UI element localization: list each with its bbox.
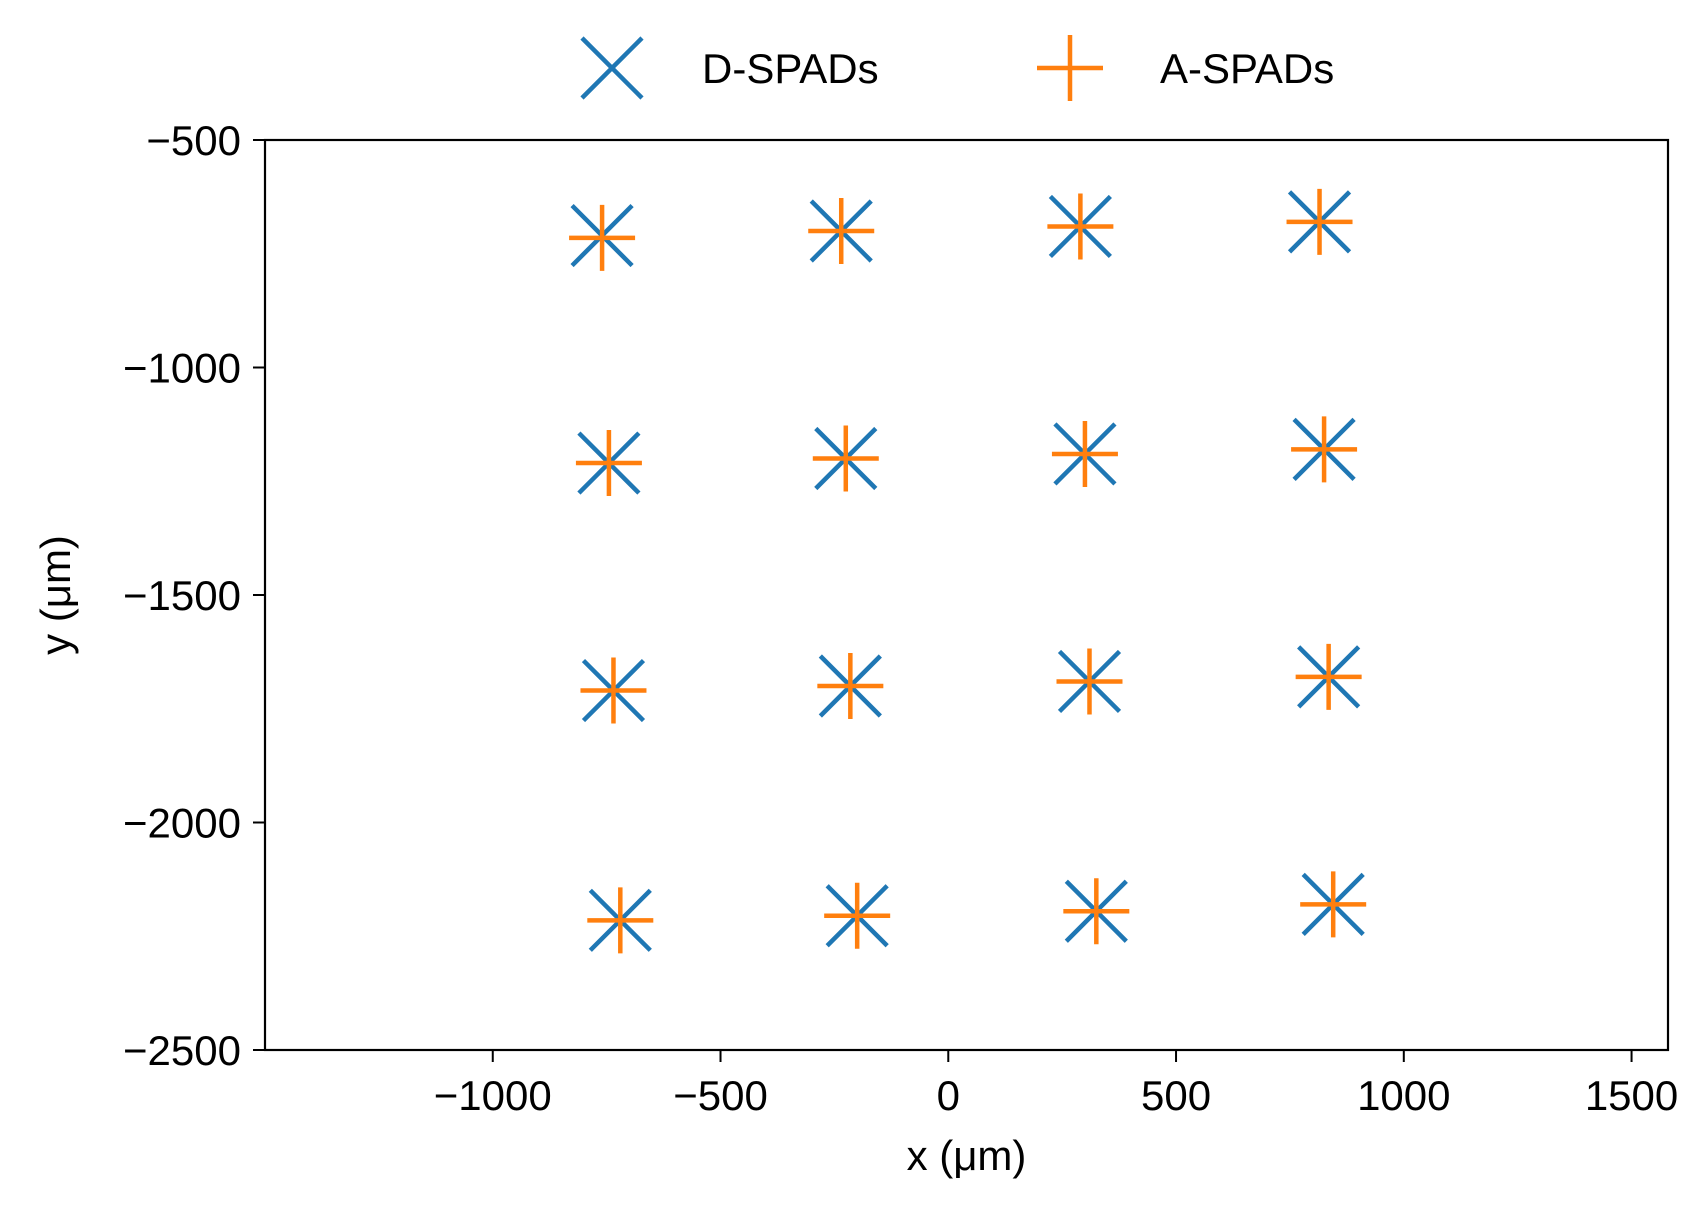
- x-tick-label: 0: [937, 1072, 960, 1119]
- data-point-plus-marker: [817, 653, 884, 719]
- data-point-plus-marker: [1291, 416, 1358, 483]
- plot-area: [263, 138, 1670, 1052]
- x-tick-label: −500: [673, 1072, 768, 1119]
- series-a-spads: [569, 188, 1367, 954]
- y-axis-label: y (μm): [32, 535, 79, 655]
- plot-frame: [263, 138, 1670, 1052]
- data-point-plus-marker: [587, 887, 654, 954]
- series-d-spads: [570, 190, 1365, 952]
- x-tick-label: 500: [1141, 1072, 1211, 1119]
- legend-label: A-SPADs: [1160, 45, 1334, 92]
- data-point-plus-marker: [812, 425, 879, 492]
- x-tick-label: −1000: [434, 1072, 552, 1119]
- data-point-plus-marker: [1047, 193, 1114, 260]
- data-point-plus-marker: [808, 198, 875, 264]
- data-point-plus-marker: [580, 657, 647, 724]
- legend-entry: A-SPADs: [1037, 35, 1334, 101]
- legend-plus-marker: [1037, 35, 1103, 101]
- x-axis-label: x (μm): [907, 1132, 1027, 1179]
- x-tick-label: 1500: [1585, 1072, 1678, 1119]
- y-tick-label: −2500: [123, 1027, 241, 1074]
- y-tick-label: −1500: [123, 572, 241, 619]
- legend-entry: D-SPADs: [580, 36, 879, 100]
- x-tick-label: 1000: [1357, 1072, 1450, 1119]
- y-tick-label: −2000: [123, 800, 241, 847]
- legend-label: D-SPADs: [702, 45, 879, 92]
- data-point-plus-marker: [569, 204, 636, 271]
- data-point-plus-marker: [1286, 188, 1353, 255]
- data-point-plus-marker: [1063, 878, 1130, 945]
- data-point-plus-marker: [1051, 420, 1118, 487]
- x-axis: −1000 −500 0 500 1000 1500: [434, 1050, 1678, 1119]
- data-point-plus-marker: [575, 430, 642, 497]
- y-axis: −500 −1000 −1500 −2000 −2500: [123, 117, 265, 1074]
- data-point-plus-marker: [824, 882, 891, 949]
- legend: D-SPADs A-SPADs: [580, 35, 1334, 101]
- data-point-plus-marker: [1056, 648, 1123, 715]
- data-point-plus-marker: [1295, 643, 1362, 710]
- legend-x-marker: [580, 36, 644, 100]
- y-tick-label: −500: [146, 117, 241, 164]
- data-point-plus-marker: [1300, 871, 1367, 938]
- data-marks: [569, 188, 1367, 954]
- y-tick-label: −1000: [123, 345, 241, 392]
